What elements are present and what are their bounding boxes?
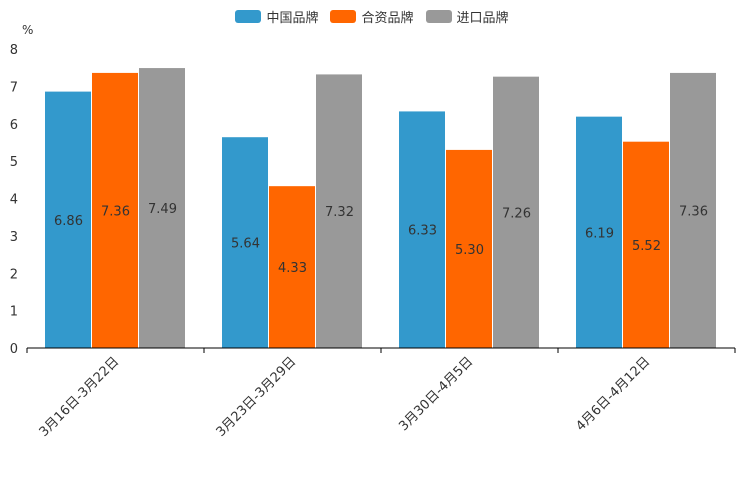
bar[interactable] [399, 111, 445, 348]
bar-value-label: 5.30 [455, 243, 484, 258]
x-axis: 3月16日-3月22日 3月23日-3月29日 3月30日-4月5日 4月6日-4月1… [26, 347, 736, 440]
legend-swatch-import-brand [425, 10, 452, 23]
legend: 中国品牌 合资品牌 进口品牌 [0, 7, 744, 26]
bar-value-label: 7.36 [101, 204, 130, 219]
x-tick-label: 3月16日-3月22日 [37, 354, 123, 440]
bar[interactable] [269, 186, 315, 348]
legend-swatch-china-brand [235, 10, 262, 23]
y-tick-label: 7 [10, 80, 18, 95]
bar[interactable] [576, 116, 622, 349]
bar[interactable] [493, 76, 539, 348]
bar[interactable] [670, 72, 716, 349]
bar[interactable] [222, 137, 268, 348]
y-tick-label: 0 [10, 342, 18, 357]
bar[interactable] [139, 68, 185, 348]
y-tick-label: 3 [10, 230, 18, 245]
bar-value-label: 6.19 [585, 226, 614, 241]
bar[interactable] [92, 72, 138, 349]
legend-label: 合资品牌 [361, 11, 414, 26]
bar[interactable] [623, 141, 669, 348]
y-axis: 0 1 2 3 4 5 6 7 8 [10, 43, 18, 357]
y-tick-label: 5 [10, 155, 18, 170]
bar-value-label: 4.33 [278, 261, 307, 276]
bar[interactable] [446, 149, 492, 348]
bar[interactable] [45, 91, 91, 349]
bar-value-label: 7.32 [325, 205, 354, 220]
y-tick-label: 8 [10, 43, 18, 58]
bar[interactable] [316, 74, 362, 348]
y-tick-label: 4 [10, 193, 18, 208]
legend-item-joint-venture-brand[interactable]: 合资品牌 [330, 7, 414, 26]
bar-value-label: 7.49 [148, 202, 177, 217]
x-tick-label: 3月23日-3月29日 [214, 354, 300, 440]
bars: 6.86 7.36 7.49 5.64 4.33 7.32 6.33 5.30 7.26 6.19… [45, 68, 716, 349]
x-tick-label: 4月6日-4月12日 [573, 354, 653, 434]
y-unit-label: % [22, 23, 33, 37]
legend-swatch-joint-venture-brand [330, 10, 357, 23]
bar-value-label: 6.86 [54, 214, 83, 229]
legend-label: 进口品牌 [456, 11, 509, 26]
bar-value-label: 5.64 [231, 237, 260, 252]
bar-value-label: 7.26 [502, 206, 531, 221]
bar-value-label: 5.52 [632, 239, 661, 254]
bar-value-label: 6.33 [408, 224, 437, 239]
y-tick-label: 6 [10, 118, 18, 133]
y-tick-label: 1 [10, 305, 18, 320]
legend-item-import-brand[interactable]: 进口品牌 [425, 7, 509, 26]
legend-item-china-brand[interactable]: 中国品牌 [235, 7, 318, 26]
bar-value-label: 7.36 [679, 204, 708, 219]
y-tick-label: 2 [10, 267, 18, 282]
legend-label: 中国品牌 [266, 11, 319, 26]
x-tick-label: 3月30日-4月5日 [396, 354, 476, 434]
